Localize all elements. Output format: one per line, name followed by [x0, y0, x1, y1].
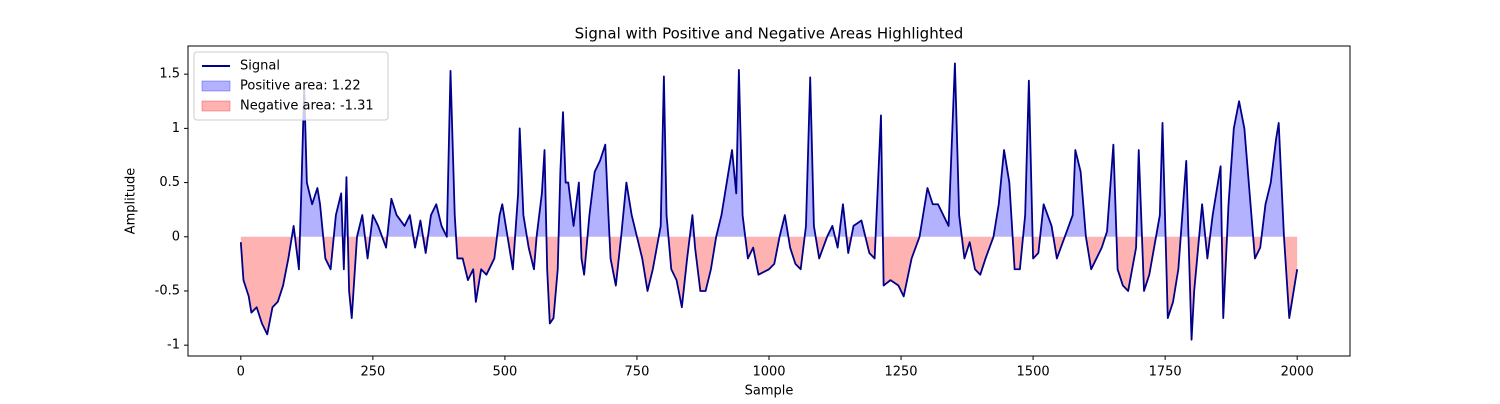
- y-tick-label: -0.5: [155, 283, 180, 298]
- positive-area: [240, 63, 1298, 237]
- y-tick-label: 0.5: [159, 175, 180, 190]
- plot-frame: [187, 45, 1351, 357]
- x-tick-label: 2000: [1281, 365, 1314, 380]
- x-tick-label: 0: [237, 365, 245, 380]
- legend-box: [193, 51, 389, 121]
- legend: Signal Positive area: 1.22 Negative area: …: [193, 51, 389, 121]
- x-tick-label: 1000: [752, 365, 785, 380]
- chart-title: Signal with Positive and Negative Areas …: [575, 25, 964, 43]
- legend-label: Signal: [240, 59, 280, 74]
- legend-label: Negative area: -1.31: [240, 99, 374, 114]
- y-axis-label: Amplitude: [124, 168, 139, 235]
- legend-label: Positive area: 1.22: [240, 79, 361, 94]
- x-axis-label: Sample: [745, 384, 794, 399]
- x-tick-label: 750: [625, 365, 650, 380]
- y-tick-label: 1: [172, 121, 180, 136]
- signal-line: [239, 62, 1299, 341]
- y-tick-label: -1: [167, 338, 180, 353]
- y-tick-label: 1.5: [159, 67, 180, 82]
- x-tick-label: 500: [492, 365, 517, 380]
- legend-swatch: [201, 80, 231, 92]
- x-tick-label: 1500: [1017, 365, 1050, 380]
- x-tick-label: 1250: [884, 365, 917, 380]
- legend-swatch: [201, 100, 231, 112]
- x-tick-label: 1750: [1149, 365, 1182, 380]
- x-tick-label: 250: [360, 365, 385, 380]
- y-tick-label: 0: [172, 229, 180, 244]
